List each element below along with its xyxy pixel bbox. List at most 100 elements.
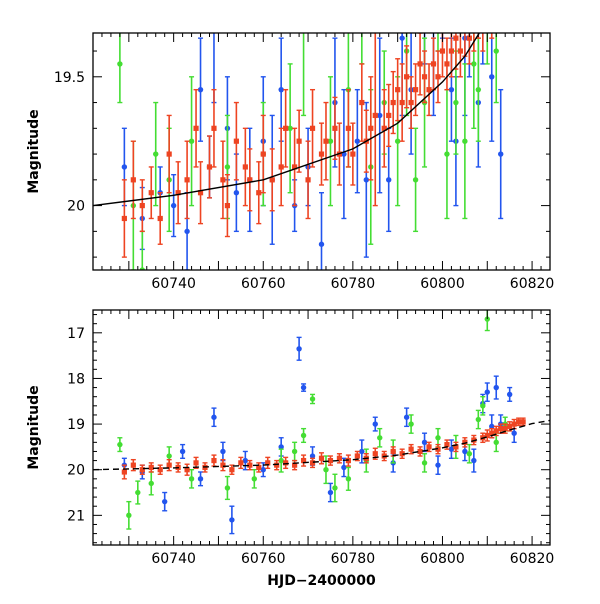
data-point bbox=[444, 61, 450, 67]
data-point bbox=[345, 125, 351, 131]
data-point bbox=[260, 467, 266, 473]
data-point bbox=[448, 446, 455, 452]
data-point bbox=[139, 202, 145, 209]
data-point bbox=[359, 448, 365, 455]
data-point bbox=[211, 414, 217, 420]
data-point bbox=[224, 164, 231, 170]
data-point bbox=[372, 451, 378, 457]
data-point bbox=[359, 99, 365, 106]
data-point bbox=[377, 435, 383, 441]
data-point bbox=[323, 138, 329, 144]
data-point bbox=[386, 177, 392, 183]
data-point bbox=[296, 138, 302, 144]
data-point bbox=[211, 10, 216, 15]
y-tick-label: 19.5 bbox=[54, 70, 85, 86]
data-point bbox=[498, 426, 504, 432]
data-point bbox=[301, 23, 306, 28]
data-point bbox=[462, 448, 468, 455]
data-point bbox=[403, 414, 410, 420]
data-point bbox=[130, 177, 136, 183]
data-point bbox=[291, 448, 298, 455]
data-point bbox=[121, 469, 127, 475]
data-point bbox=[327, 489, 334, 496]
data-point bbox=[372, 421, 378, 427]
data-point bbox=[395, 87, 401, 93]
data-point bbox=[278, 86, 284, 93]
data-point bbox=[471, 457, 477, 464]
data-point bbox=[511, 421, 517, 427]
data-point bbox=[345, 476, 352, 482]
data-point bbox=[354, 453, 360, 459]
data-point bbox=[466, 35, 472, 41]
data-point bbox=[309, 396, 316, 402]
data-point bbox=[435, 74, 441, 80]
data-point bbox=[135, 489, 141, 496]
data-point bbox=[511, 430, 517, 436]
data-point bbox=[408, 99, 414, 106]
data-point bbox=[399, 451, 405, 457]
data-point bbox=[121, 164, 128, 170]
data-point bbox=[211, 125, 217, 131]
data-point bbox=[476, 10, 481, 15]
data-point bbox=[480, 10, 485, 15]
data-point bbox=[493, 384, 499, 391]
data-point bbox=[292, 164, 298, 170]
data-point bbox=[117, 441, 123, 448]
top-model-curve bbox=[93, 33, 481, 207]
data-point bbox=[233, 190, 240, 196]
data-point bbox=[157, 215, 163, 222]
data-point bbox=[139, 467, 145, 473]
x-tick-label: 60780 bbox=[331, 276, 376, 292]
data-point bbox=[318, 151, 325, 157]
data-point bbox=[480, 23, 485, 28]
data-point bbox=[462, 23, 467, 28]
data-point bbox=[506, 391, 513, 398]
data-point bbox=[404, 74, 410, 80]
data-point bbox=[493, 439, 499, 446]
data-point bbox=[265, 460, 271, 466]
data-point bbox=[278, 164, 284, 170]
panel-top: 60740607606078060800608201919.520Magnitu… bbox=[26, 0, 554, 292]
top-plot-area bbox=[93, 0, 504, 270]
data-point bbox=[117, 61, 123, 67]
bottom-x-axis-label: HJD−2400000 bbox=[267, 573, 376, 589]
data-point bbox=[412, 177, 419, 183]
data-point bbox=[269, 177, 275, 183]
data-point bbox=[157, 467, 163, 473]
data-point bbox=[336, 455, 343, 461]
data-point bbox=[484, 389, 490, 395]
data-point bbox=[426, 444, 432, 450]
data-point bbox=[489, 430, 495, 436]
data-point bbox=[368, 125, 374, 131]
bottom-frame bbox=[92, 309, 551, 546]
data-point bbox=[421, 460, 428, 466]
data-point bbox=[296, 346, 302, 352]
bottom-model-curve bbox=[93, 419, 550, 471]
data-point bbox=[520, 419, 526, 425]
data-point bbox=[466, 451, 473, 457]
data-point bbox=[471, 61, 477, 67]
y-tick-label: 18 bbox=[67, 371, 85, 387]
data-point bbox=[309, 125, 316, 131]
data-point bbox=[188, 138, 195, 144]
data-point bbox=[197, 86, 204, 93]
data-point bbox=[475, 416, 482, 423]
data-point bbox=[394, 138, 401, 144]
data-point bbox=[417, 61, 423, 67]
data-point bbox=[485, 0, 490, 2]
data-point bbox=[327, 138, 334, 144]
data-point bbox=[309, 460, 316, 466]
data-point bbox=[448, 48, 455, 54]
data-point bbox=[300, 457, 307, 464]
data-point bbox=[170, 202, 177, 209]
data-point bbox=[484, 432, 490, 439]
data-point bbox=[323, 467, 329, 473]
bottom-y-axis-label: Magnitude bbox=[26, 385, 42, 469]
data-point bbox=[408, 421, 414, 427]
data-point bbox=[417, 448, 423, 455]
y-tick-label: 17 bbox=[67, 326, 85, 342]
data-point bbox=[251, 476, 257, 482]
data-point bbox=[475, 86, 482, 93]
data-point bbox=[377, 112, 383, 119]
